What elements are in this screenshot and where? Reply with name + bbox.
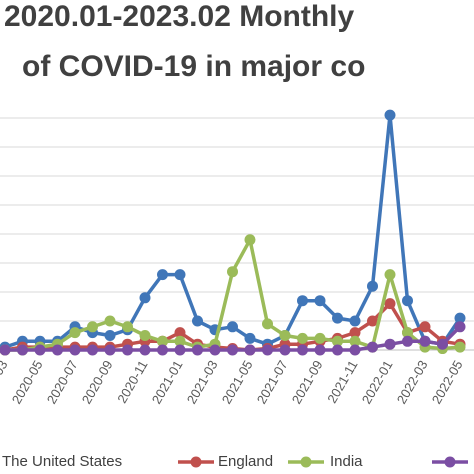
data-point <box>262 318 273 330</box>
data-point <box>314 344 326 356</box>
legend-label: India <box>330 453 363 470</box>
data-point <box>262 344 273 356</box>
data-point <box>297 344 308 356</box>
data-point <box>349 335 361 347</box>
data-point <box>244 344 256 356</box>
x-tick-label: 2020-07 <box>44 358 81 407</box>
data-point <box>34 344 46 356</box>
data-point <box>139 330 151 341</box>
data-point <box>69 327 81 339</box>
data-point <box>0 344 11 356</box>
data-point <box>69 344 81 356</box>
data-point <box>157 335 168 347</box>
data-point <box>122 321 133 333</box>
data-point <box>227 321 238 333</box>
data-point <box>87 321 98 333</box>
data-point <box>244 234 256 246</box>
data-point <box>332 335 343 347</box>
x-tick-label: 2020-05 <box>9 358 46 407</box>
data-point <box>437 338 448 350</box>
data-point <box>419 335 431 347</box>
data-point <box>227 344 238 356</box>
data-point <box>139 344 151 356</box>
data-point <box>174 335 186 347</box>
data-point <box>349 327 361 339</box>
data-point <box>227 266 238 278</box>
chart-title: 2020.01-2023.02 Monthly <box>4 0 355 33</box>
x-tick-label: 2021-03 <box>184 358 221 407</box>
data-point <box>419 321 431 333</box>
data-point <box>104 344 116 356</box>
x-tick-label: 2020-11 <box>114 358 150 406</box>
data-point <box>122 344 133 356</box>
data-point <box>297 295 308 307</box>
data-point <box>209 344 221 356</box>
data-point <box>192 315 203 327</box>
data-point <box>157 269 168 281</box>
data-point <box>104 330 116 341</box>
data-point <box>52 344 63 356</box>
x-tick-label: 2021-01 <box>149 358 186 407</box>
data-point <box>349 315 361 327</box>
legend-marker <box>190 456 202 468</box>
data-point <box>402 295 413 307</box>
data-point <box>87 344 98 356</box>
data-point <box>384 109 396 121</box>
data-point <box>157 344 168 356</box>
data-point <box>192 344 203 356</box>
data-point <box>314 332 326 344</box>
data-point <box>244 332 256 344</box>
x-tick-label: 2020-09 <box>79 358 116 407</box>
legend-marker <box>444 456 456 468</box>
data-point <box>174 344 186 356</box>
data-point <box>104 315 116 327</box>
data-point <box>349 344 361 356</box>
chart-title: of COVID-19 in major co <box>22 50 365 83</box>
data-point <box>384 338 396 350</box>
data-point <box>279 330 291 341</box>
data-point <box>402 327 413 339</box>
x-tick-label: 2022-01 <box>359 358 396 407</box>
series-line <box>4 113 462 349</box>
data-point <box>17 344 28 356</box>
data-point <box>367 341 378 353</box>
data-point <box>297 332 308 344</box>
data-point <box>367 315 378 327</box>
x-tick-label: 2021-05 <box>219 358 256 407</box>
data-point <box>402 335 413 347</box>
legend-marker <box>300 456 312 468</box>
data-point <box>384 269 396 281</box>
data-point <box>384 298 396 310</box>
data-point <box>174 269 186 281</box>
data-point <box>454 341 466 353</box>
legend-label: The United States <box>2 453 122 470</box>
legend-label: England <box>218 453 273 470</box>
data-point <box>332 344 343 356</box>
x-tick-label: 2021-11 <box>324 358 360 406</box>
x-tick-label: 2021-07 <box>254 358 291 407</box>
data-point <box>139 292 151 304</box>
data-point <box>314 295 326 307</box>
data-point <box>454 321 466 333</box>
x-tick-label: 2021-09 <box>289 358 326 407</box>
data-point <box>279 344 291 356</box>
x-tick-label: 2022-05 <box>429 358 466 407</box>
data-point <box>174 327 186 339</box>
x-tick-label: 2022-03 <box>394 358 431 407</box>
data-point <box>367 280 378 292</box>
data-point <box>454 312 466 324</box>
data-point <box>332 312 343 324</box>
